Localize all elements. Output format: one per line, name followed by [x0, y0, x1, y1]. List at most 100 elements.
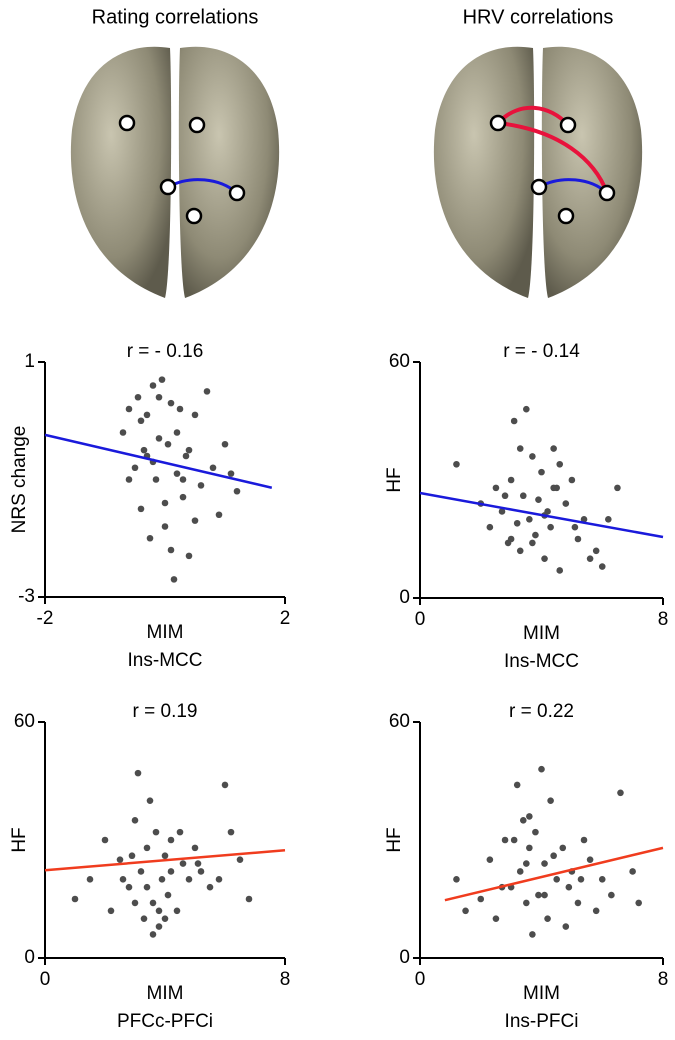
- point: [550, 852, 557, 860]
- point: [453, 460, 460, 468]
- point: [507, 476, 515, 484]
- point: [158, 876, 166, 883]
- point: [143, 883, 151, 891]
- point: [538, 765, 545, 773]
- point: [592, 907, 600, 915]
- x-tick-label: 0: [415, 969, 426, 990]
- y-tick-label: -3: [18, 586, 35, 607]
- point: [571, 523, 579, 531]
- point: [523, 860, 530, 867]
- x-tick-label: 0: [40, 969, 51, 990]
- fit-line: [44, 433, 273, 489]
- column-title: Rating correlations: [92, 6, 259, 28]
- point: [529, 931, 536, 938]
- point: [101, 836, 109, 844]
- point: [116, 856, 124, 863]
- point: [167, 546, 175, 554]
- point: [155, 907, 163, 915]
- point: [559, 844, 567, 852]
- point: [176, 405, 184, 413]
- point: [532, 828, 539, 836]
- point: [119, 429, 127, 436]
- point: [605, 516, 612, 523]
- point: [173, 429, 181, 436]
- point: [152, 828, 160, 836]
- point: [498, 508, 506, 515]
- point: [161, 915, 169, 922]
- point: [155, 923, 163, 930]
- point: [544, 915, 551, 922]
- point: [541, 891, 548, 899]
- point: [574, 535, 582, 543]
- point: [614, 484, 621, 492]
- point: [71, 895, 79, 903]
- point: [513, 519, 521, 527]
- point: [179, 860, 187, 867]
- x-tick-label: -2: [37, 608, 54, 629]
- point: [137, 868, 145, 875]
- point: [592, 547, 600, 555]
- point: [510, 836, 518, 844]
- point: [516, 445, 524, 452]
- point: [185, 446, 193, 454]
- point: [635, 899, 642, 907]
- point: [486, 523, 494, 531]
- point: [233, 487, 241, 495]
- point: [550, 484, 557, 492]
- point: [149, 899, 157, 907]
- x-axis-label: MIM: [523, 623, 560, 644]
- point: [245, 895, 253, 903]
- x-axis-label: MIM: [147, 622, 184, 643]
- point: [227, 828, 235, 836]
- point: [161, 852, 169, 860]
- fit-line: [44, 848, 286, 872]
- point: [119, 876, 127, 883]
- chart-title: r = - 0.14: [503, 341, 580, 362]
- point: [167, 399, 175, 407]
- x-axis-label: PFCc-PFCi: [117, 1011, 213, 1032]
- point: [568, 476, 576, 484]
- point: [107, 907, 115, 915]
- point: [176, 828, 184, 836]
- point: [574, 899, 582, 907]
- x-axis-label: Ins-PFCi: [505, 1011, 579, 1032]
- point: [170, 576, 178, 583]
- point: [598, 876, 606, 883]
- point: [501, 836, 509, 844]
- point: [164, 891, 172, 899]
- point: [131, 464, 139, 472]
- point: [516, 868, 524, 875]
- point: [185, 552, 193, 560]
- x-tick-label: 8: [658, 969, 669, 990]
- point: [179, 493, 187, 501]
- point: [149, 931, 157, 938]
- chart-title: r = 0.19: [133, 701, 198, 722]
- point: [541, 555, 548, 562]
- point: [523, 899, 530, 907]
- x-axis-label: MIM: [523, 983, 560, 1004]
- point: [535, 891, 542, 899]
- x-tick-label: 8: [280, 969, 291, 990]
- y-axis-label: HF: [9, 827, 30, 852]
- point: [134, 393, 142, 401]
- column-title: HRV correlations: [463, 6, 614, 28]
- point: [155, 435, 163, 442]
- point: [161, 499, 169, 507]
- point: [179, 476, 187, 483]
- brain: [433, 46, 643, 298]
- point: [519, 492, 527, 500]
- brain: [70, 46, 280, 298]
- point: [547, 523, 554, 531]
- point: [580, 516, 588, 523]
- x-axis-label: Ins-MCC: [504, 651, 579, 672]
- point: [167, 836, 175, 844]
- point: [125, 405, 133, 413]
- point: [146, 534, 154, 542]
- point: [608, 891, 615, 899]
- point: [453, 876, 460, 883]
- point: [529, 453, 536, 460]
- point: [586, 856, 594, 863]
- y-axis-label: HF: [384, 467, 405, 492]
- point: [547, 797, 554, 804]
